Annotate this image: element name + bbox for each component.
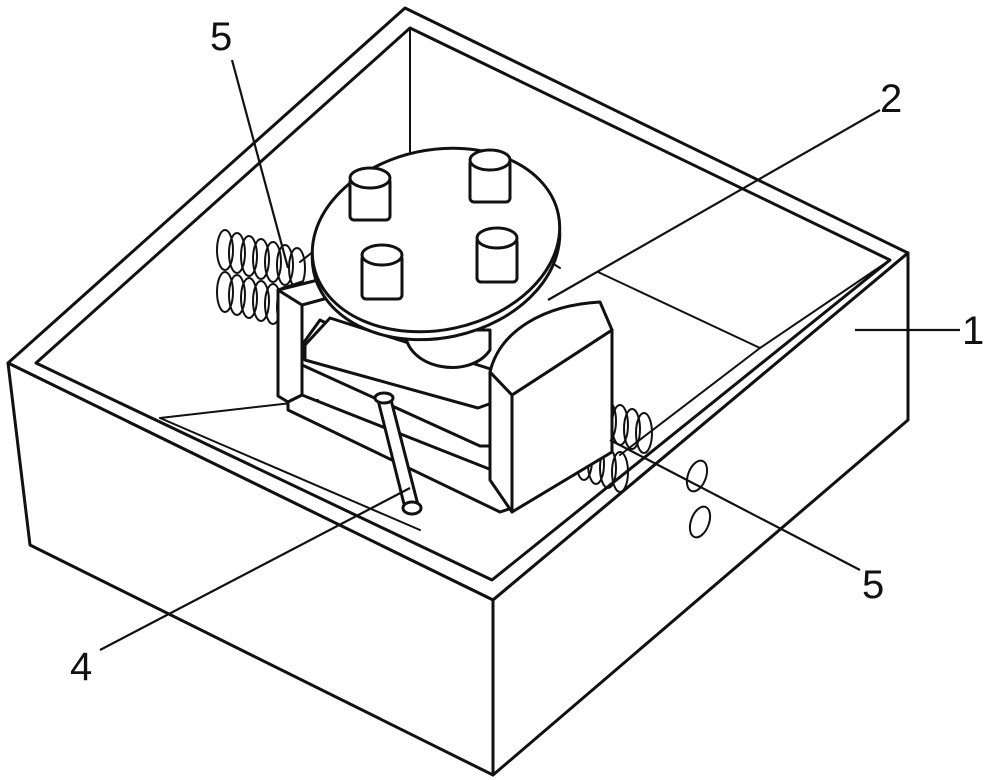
leader-lines [99, 59, 960, 651]
pin-front-right [475, 226, 519, 284]
callout-4: 4 [70, 645, 92, 689]
pin-front-left [360, 243, 404, 301]
inner-floor-front-right [619, 347, 761, 456]
inner-floor-right [597, 271, 761, 349]
callout-5-upper: 5 [210, 15, 232, 59]
inner-wall-right-edge [759, 259, 891, 349]
round-plate [310, 146, 562, 342]
leader-5a [230, 59, 290, 269]
right-block-top [488, 300, 614, 397]
leader-4 [99, 487, 411, 651]
hole-upper [685, 459, 709, 493]
inner-floor-front-left [159, 417, 421, 531]
box-front-right-face [491, 251, 910, 777]
hole-lower [688, 505, 712, 539]
callout-1: 1 [962, 309, 984, 353]
callout-2: 2 [880, 77, 902, 121]
leader-5b [609, 439, 861, 571]
springs-left [216, 229, 306, 328]
callout-5-lower: 5 [862, 563, 884, 607]
lever-rod [373, 391, 423, 516]
pin-back-left [348, 166, 392, 222]
leader-2 [547, 109, 881, 301]
pin-back-right [468, 148, 512, 204]
